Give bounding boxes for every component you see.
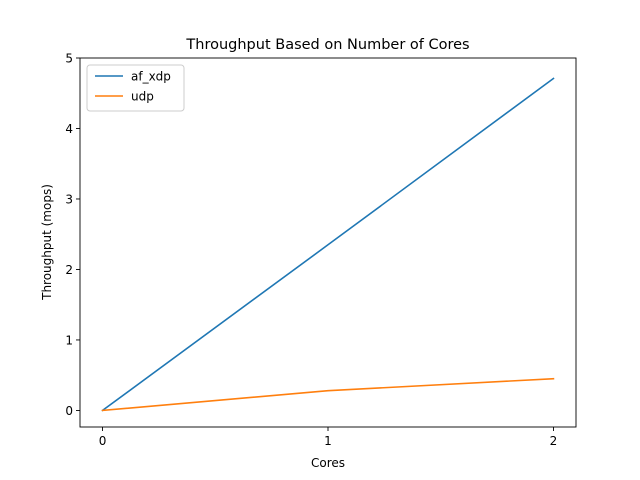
legend-label-udp: udp (131, 90, 154, 104)
y-tick-label: 0 (65, 404, 73, 418)
y-axis-label: Throughput (mops) (40, 184, 54, 301)
x-tick-label: 2 (550, 434, 558, 448)
legend-label-af_xdp: af_xdp (131, 70, 171, 84)
chart-title: Throughput Based on Number of Cores (185, 37, 469, 53)
x-tick-label: 1 (324, 434, 332, 448)
y-tick-label: 1 (65, 333, 73, 347)
y-tick-label: 2 (65, 263, 73, 277)
series-line-af_xdp (101, 77, 555, 412)
y-tick-label: 5 (65, 52, 73, 66)
series-line-udp (101, 377, 555, 412)
x-axis-label: Cores (311, 456, 345, 470)
x-tick-label: 0 (99, 434, 107, 448)
y-tick-label: 3 (65, 192, 73, 206)
y-tick-label: 4 (65, 122, 73, 136)
